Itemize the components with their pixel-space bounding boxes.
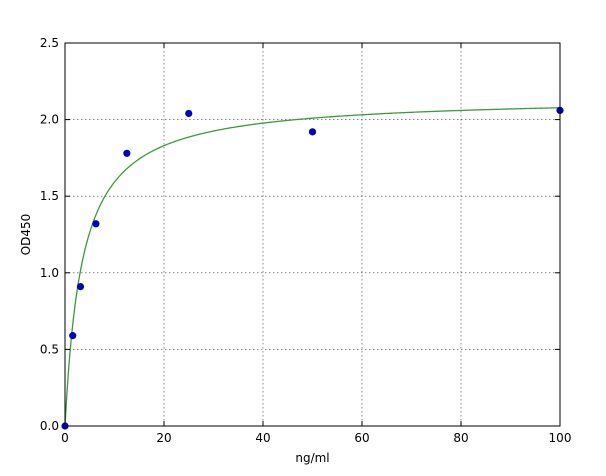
x-axis-label: ng/ml (295, 451, 329, 465)
y-tick-label: 2.5 (40, 36, 59, 50)
y-tick-label: 0.5 (40, 342, 59, 356)
plot-frame (64, 42, 561, 427)
data-point (92, 220, 100, 228)
x-tick-label: 60 (354, 431, 369, 445)
x-tick-label: 40 (255, 431, 270, 445)
data-points (61, 106, 564, 430)
fit-curve (64, 107, 561, 427)
x-tick-label: 20 (156, 431, 171, 445)
fit-curve-layer (64, 107, 561, 427)
x-tick-label: 0 (61, 431, 69, 445)
grid (65, 43, 560, 426)
y-axis-label: OD450 (19, 214, 33, 256)
x-tick-label: 80 (453, 431, 468, 445)
data-point (123, 149, 131, 157)
x-tick-labels: 0 20 40 60 80 100 (61, 431, 571, 445)
data-point (76, 282, 85, 291)
data-point (308, 128, 317, 136)
data-point (185, 109, 193, 118)
y-tick-labels: 0.0 0.5 1.0 1.5 2.0 2.5 (40, 36, 59, 433)
y-tick-label: 1.0 (40, 266, 59, 280)
y-tick-label: 0.0 (40, 419, 59, 433)
x-tick-label: 100 (549, 431, 572, 445)
data-point (69, 332, 77, 340)
ticks (64, 42, 561, 427)
y-tick-label: 2.0 (40, 113, 59, 127)
y-tick-label: 1.5 (40, 189, 59, 203)
